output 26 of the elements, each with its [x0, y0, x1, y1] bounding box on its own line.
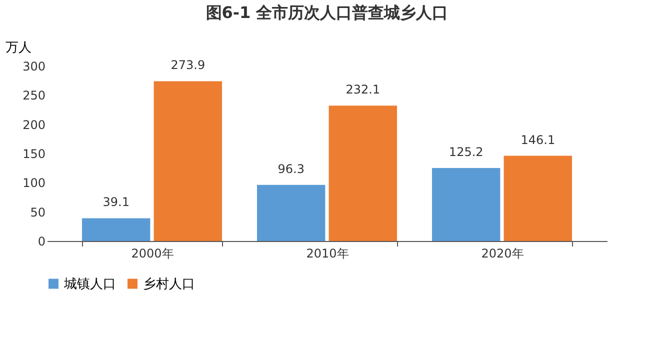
- y-tick-label: 100: [22, 176, 46, 190]
- data-label: 232.1: [346, 82, 380, 97]
- bar: [432, 168, 500, 241]
- legend-label: 城镇人口: [63, 276, 116, 292]
- bar: [257, 184, 326, 241]
- y-tick-label: 50: [30, 205, 46, 220]
- y-tick-label: 300: [22, 60, 46, 74]
- bar: [504, 156, 572, 241]
- x-tick-label: 2020年: [481, 246, 524, 260]
- y-tick-label: 150: [22, 147, 46, 161]
- data-label: 39.1: [102, 195, 130, 210]
- legend-label: 乡村人口: [143, 276, 195, 292]
- data-label: 273.9: [170, 58, 206, 72]
- y-axis-title: 万人: [6, 40, 32, 56]
- y-tick-label: 250: [22, 88, 46, 103]
- data-label: 96.3: [278, 162, 304, 176]
- bar: [328, 106, 397, 241]
- y-tick-label: 200: [22, 118, 46, 132]
- bar: [82, 218, 150, 241]
- y-tick-label: 0: [38, 234, 46, 248]
- x-tick-label: 2000年: [131, 246, 174, 260]
- x-tick-label: 2010年: [306, 246, 349, 260]
- data-label: 125.2: [448, 144, 484, 159]
- bar: [154, 81, 222, 241]
- data-label: 146.1: [520, 132, 556, 147]
- chart-title: 图6-1 全市历次人口普查城乡人口: [206, 3, 448, 22]
